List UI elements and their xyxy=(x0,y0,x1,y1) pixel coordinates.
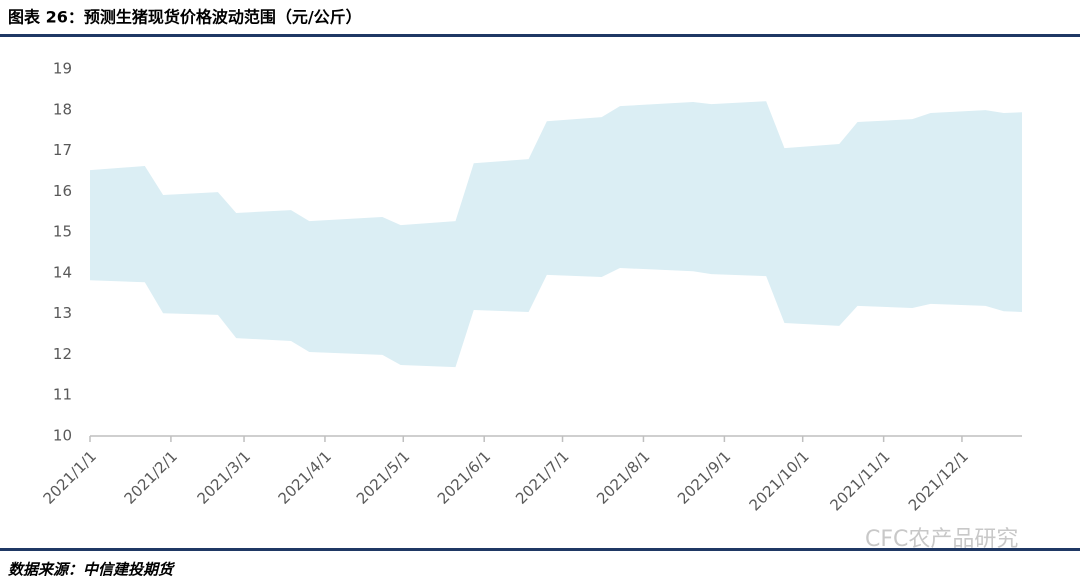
x-tick-label: 2021/7/1 xyxy=(512,447,572,507)
y-tick-label: 17 xyxy=(53,141,72,159)
chart-title: 图表 26：预测生猪现货价格波动范围（元/公斤） xyxy=(8,8,362,27)
watermark: CFC农产品研究 xyxy=(865,527,1018,552)
y-tick-label: 18 xyxy=(53,100,72,118)
y-tick-label: 19 xyxy=(53,60,72,78)
x-tick-label: 2021/12/1 xyxy=(905,447,972,514)
x-tick-label: 2021/2/1 xyxy=(121,447,181,507)
footer-rule xyxy=(0,548,1080,551)
x-tick-label: 2021/6/1 xyxy=(434,447,494,507)
y-tick-label: 15 xyxy=(53,223,72,241)
x-tick-label: 2021/5/1 xyxy=(353,447,413,507)
source: 数据来源：中信建投期货 xyxy=(8,561,176,579)
x-tick-label: 2021/3/1 xyxy=(194,447,254,507)
header-rule xyxy=(0,34,1080,37)
range-area xyxy=(90,101,1022,368)
x-tick-label: 2021/8/1 xyxy=(593,447,653,507)
x-tick-label: 2021/10/1 xyxy=(746,447,813,514)
y-tick-label: 10 xyxy=(53,427,72,445)
x-tick-label: 2021/11/1 xyxy=(827,447,894,514)
x-tick-label: 2021/1/1 xyxy=(40,447,100,507)
y-tick-label: 14 xyxy=(53,263,72,281)
y-tick-label: 13 xyxy=(53,304,72,322)
y-tick-label: 16 xyxy=(53,182,72,200)
y-tick-label: 11 xyxy=(53,386,72,404)
y-tick-label: 12 xyxy=(53,345,72,363)
x-tick-label: 2021/4/1 xyxy=(275,447,335,507)
x-tick-label: 2021/9/1 xyxy=(674,447,734,507)
